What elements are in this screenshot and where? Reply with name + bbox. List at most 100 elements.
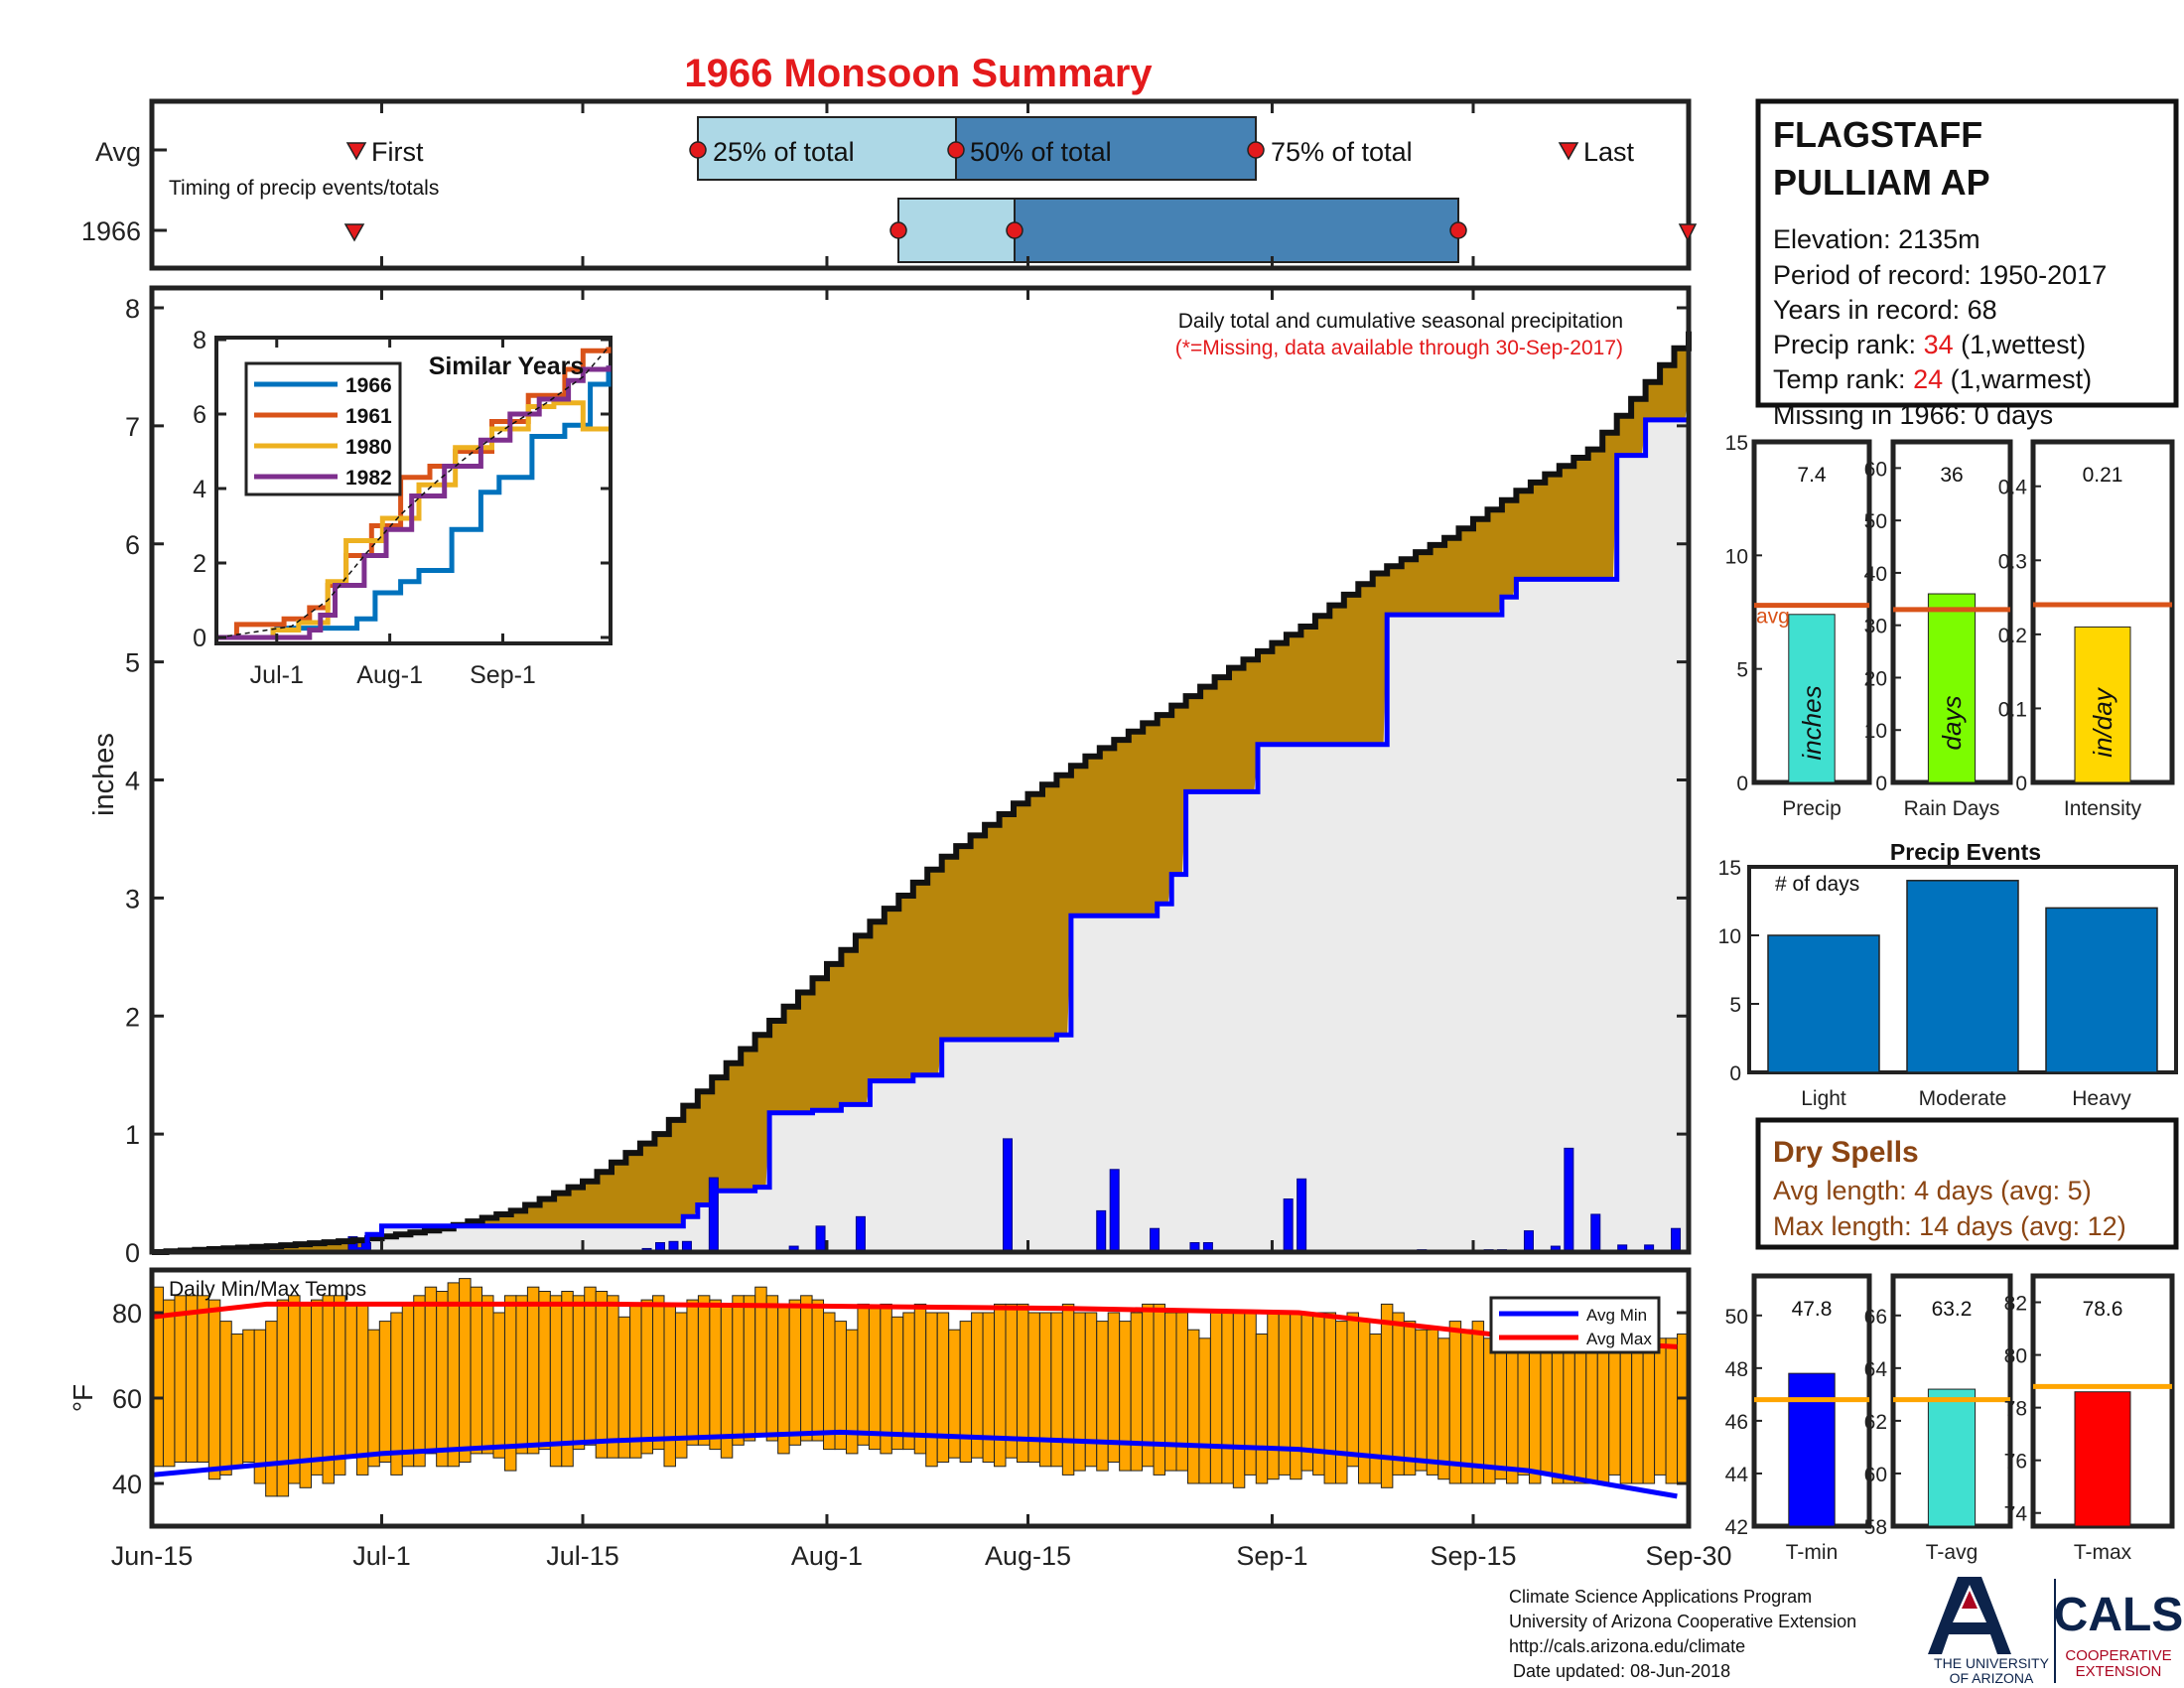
avg-first-marker <box>345 142 367 161</box>
tavg-ytick-label: 66 <box>1864 1306 1887 1329</box>
intensity-ytick-label: 0.2 <box>1998 625 2027 647</box>
daily-temp-bar <box>1483 1337 1496 1484</box>
inset-legend-label: 1966 <box>345 374 392 397</box>
daily-temp-bar <box>868 1308 882 1451</box>
intensity-unit: in/day <box>2088 686 2117 757</box>
inset-legend-label: 1980 <box>345 436 392 459</box>
intensity-label: Intensity <box>2064 797 2142 820</box>
precip-events-panel: Precip Events Light Moderate Heavy 0 5 10 15 #… <box>1718 839 2178 1110</box>
first-label: First <box>371 137 424 167</box>
daily-temp-bar <box>1232 1312 1246 1488</box>
ua-name-2: OF ARIZONA <box>1950 1670 2034 1686</box>
daily-temp-bar <box>1642 1337 1656 1484</box>
precip-ytick-label: 2 <box>125 1002 140 1032</box>
daily-temp-bar <box>265 1321 278 1497</box>
daily-temp-bar <box>1050 1312 1063 1468</box>
events-title: Precip Events <box>1890 839 2041 865</box>
events-category-label: Light <box>1801 1087 1846 1110</box>
events-ytick-label: 10 <box>1718 925 1741 948</box>
station-temp-rank: Temp rank: 24 (1,warmest) <box>1773 364 2092 394</box>
temp-rank-suffix: (1,warmest) <box>1943 364 2092 394</box>
daily-temp-bar <box>378 1321 392 1463</box>
events-bar <box>1767 934 1880 1073</box>
daily-temp-bar <box>526 1286 540 1455</box>
daily-temp-bar <box>686 1299 699 1446</box>
daily-temp-bar <box>880 1303 892 1455</box>
year-q75-marker <box>1449 221 1467 239</box>
tmax-ytick-label: 74 <box>2004 1503 2028 1526</box>
daily-temp-bar <box>253 1329 267 1484</box>
rain-days-value: 36 <box>1940 464 1963 487</box>
daily-temp-bar <box>355 1303 369 1476</box>
footer-line-1: Climate Science Applications Program <box>1509 1587 1812 1607</box>
precip-note-2: (*=Missing, data available through 30-Se… <box>1175 337 1623 359</box>
daily-temp-bar <box>1654 1337 1667 1476</box>
station-name-1: FLAGSTAFF <box>1773 114 1982 155</box>
precip-rank-value: 34 <box>1924 330 1954 359</box>
daily-temp-bar <box>515 1295 528 1455</box>
footer-line-3: http://cals.arizona.edu/climate <box>1509 1636 1745 1656</box>
daily-temp-bar <box>401 1303 415 1468</box>
temp-rank-label: Temp rank: <box>1773 364 1913 394</box>
dry-spells-max: Max length: 14 days (avg: 12) <box>1773 1211 2126 1241</box>
daily-precip-bar <box>1523 1230 1534 1253</box>
daily-temp-bar <box>1665 1337 1679 1484</box>
footer-line-4: Date updated: 08-Jun-2018 <box>1513 1661 1730 1681</box>
daily-temp-bar <box>344 1303 357 1459</box>
temp-ytick-label: 60 <box>112 1384 142 1414</box>
precip-ytick-label: 3 <box>125 884 140 914</box>
daily-temp-bar <box>538 1291 551 1451</box>
year-q25-marker <box>889 221 907 239</box>
q75-label: 75% of total <box>1271 137 1413 167</box>
chart-title: 1966 Monsoon Summary <box>684 52 1153 95</box>
daily-precip-bar <box>1671 1227 1682 1253</box>
daily-temp-bar <box>1357 1321 1371 1484</box>
inset-ytick-label: 6 <box>193 401 206 429</box>
daily-temp-bar <box>470 1286 483 1455</box>
avg-q75-marker <box>1247 141 1265 159</box>
daily-temp-bar <box>1153 1303 1166 1476</box>
daily-temp-bar <box>1130 1312 1144 1472</box>
cumulative-1966-line <box>152 390 1692 1255</box>
intensity-value: 0.21 <box>2083 464 2123 487</box>
daily-temp-bar <box>697 1295 711 1446</box>
university-logo: THE UNIVERSITY OF ARIZONA CALS COOPERATI… <box>1928 1577 2183 1686</box>
daily-temp-bar <box>1096 1321 1109 1472</box>
daily-temp-bar <box>288 1295 301 1484</box>
events-ytick-label: 0 <box>1729 1062 1741 1085</box>
dry-spells-box: Dry Spells Avg length: 4 days (avg: 5) M… <box>1755 1117 2179 1250</box>
inset-xtick-label: Aug-1 <box>356 661 423 689</box>
rain-days-ytick-label: 50 <box>1864 510 1887 533</box>
tmax-label: T-max <box>2074 1541 2132 1564</box>
daily-temp-bar <box>207 1299 221 1480</box>
station-precip-rank: Precip rank: 34 (1,wettest) <box>1773 330 2086 359</box>
avg-last-marker <box>1558 142 1579 161</box>
tmax-value: 78.6 <box>2083 1298 2123 1321</box>
daily-temp-bar <box>1255 1334 1269 1484</box>
station-name-2: PULLIAM AP <box>1773 162 1990 203</box>
events-ytick-label: 15 <box>1718 857 1741 880</box>
precip-ytick-label: 6 <box>125 530 140 560</box>
daily-temp-bar <box>823 1312 836 1451</box>
footer-line-2: University of Arizona Cooperative Extens… <box>1509 1612 1856 1631</box>
daily-temp-bar <box>1369 1334 1382 1484</box>
timing-year-label: 1966 <box>81 216 141 246</box>
tmin-ytick-label: 46 <box>1725 1411 1748 1434</box>
precip-panel-frame <box>149 285 1692 1255</box>
inset-series-line <box>218 400 609 640</box>
tmin-ytick-label: 44 <box>1725 1464 1749 1486</box>
station-years: Years in record: 68 <box>1773 295 1997 325</box>
daily-precip-bar <box>1109 1169 1120 1253</box>
daily-temp-bar <box>1346 1312 1359 1468</box>
inset-ytick-label: 2 <box>193 550 206 578</box>
daily-temp-bar <box>1403 1321 1417 1476</box>
daily-temp-bar <box>436 1291 449 1468</box>
inset-ytick-label: 4 <box>193 476 206 503</box>
daily-temp-bar <box>1551 1345 1565 1484</box>
precip-total-ytick-label: 5 <box>1736 659 1748 682</box>
tavg-value: 63.2 <box>1932 1298 1973 1321</box>
q50-label: 50% of total <box>970 137 1112 167</box>
precip-panel: 0 1 2 3 4 5 6 7 8 inches Daily total and cumulat… <box>88 285 1692 1268</box>
rain-days-ytick-label: 30 <box>1864 616 1887 638</box>
daily-temp-bar <box>959 1321 973 1463</box>
